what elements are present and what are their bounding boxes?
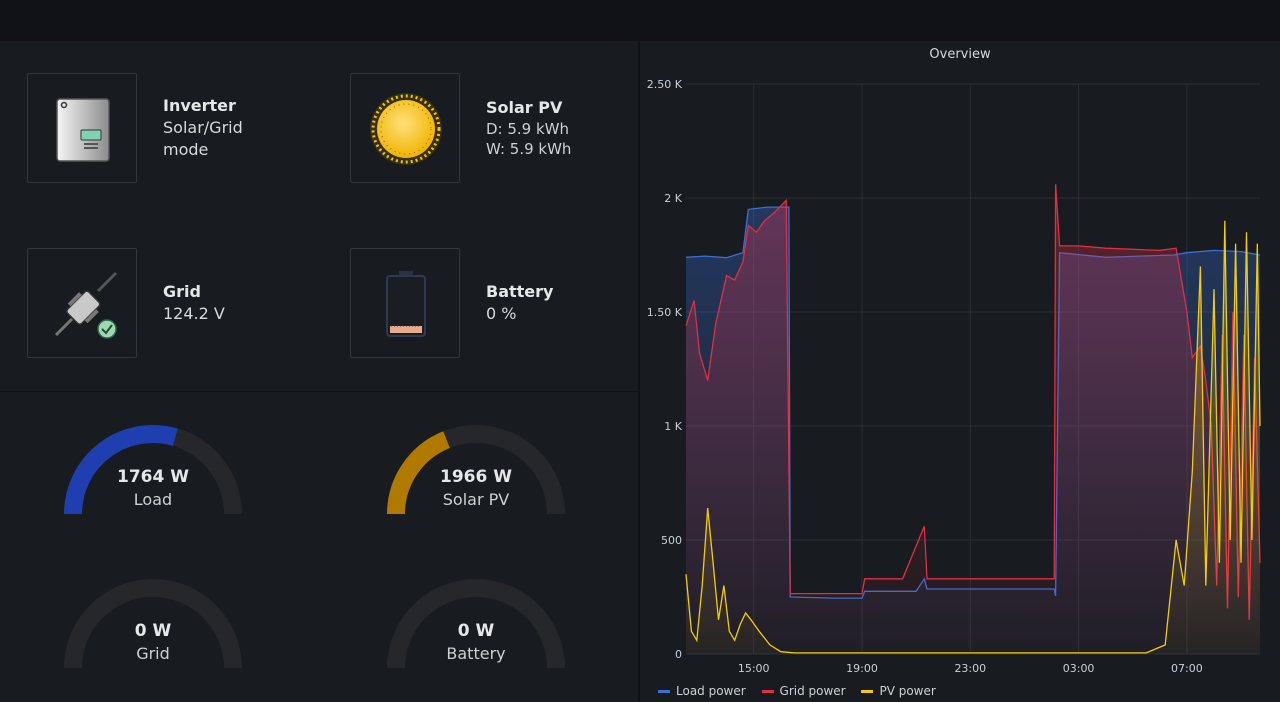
overview-chart[interactable]: 0 500 1 K 1.50 K 2 K 2.50 K 15:00 19:00 23:00 03:…	[640, 41, 1280, 681]
y-tick-label: 2.50 K	[647, 78, 683, 91]
legend-pv-swatch	[861, 690, 874, 693]
grid-voltage: 124.2 V	[163, 304, 225, 323]
x-tick-label: 15:00	[738, 662, 770, 675]
battery-level: 0 %	[486, 304, 517, 323]
y-tick-label: 500	[661, 534, 682, 547]
x-tick-label: 19:00	[846, 662, 878, 675]
inverter-mode-line1: Solar/Grid	[163, 118, 243, 137]
gauge-fill	[387, 431, 451, 515]
solar-gauge-value: 1966 W	[440, 467, 512, 487]
y-tick-label: 0	[675, 648, 682, 661]
solar-tile	[350, 73, 460, 183]
legend-load-swatch	[658, 690, 670, 693]
legend-load-label: Load power	[676, 684, 746, 698]
x-tick-label: 03:00	[1063, 662, 1095, 675]
load-gauge-label: Load	[133, 490, 173, 509]
battery-title: Battery	[486, 282, 554, 301]
chart-title[interactable]: Overview	[929, 47, 991, 62]
inverter-title: Inverter	[163, 96, 236, 115]
legend-load[interactable]: Load power	[658, 684, 746, 698]
solar-daily-energy: D: 5.9 kWh	[486, 120, 570, 138]
gauge-track	[387, 579, 565, 669]
battery-gauge-label: Battery	[446, 644, 506, 663]
gauges-svg	[64, 425, 565, 669]
legend-grid-label: Grid power	[779, 684, 846, 698]
legend-grid[interactable]: Grid power	[761, 684, 846, 698]
battery-tile	[350, 248, 460, 358]
y-tick-label: 1.50 K	[647, 306, 683, 319]
solar-weekly-energy: W: 5.9 kWh	[486, 140, 572, 158]
battery-icon	[386, 271, 426, 337]
x-tick-label: 07:00	[1171, 662, 1203, 675]
legend-pv-label: PV power	[879, 684, 936, 698]
y-tick-label: 2 K	[664, 192, 682, 205]
solar-title: Solar PV	[486, 98, 563, 117]
status-panel: Inverter Solar/Grid mode Solar PV D: 5.9…	[0, 41, 638, 391]
chart-legend: Load power Grid power PV power	[658, 684, 948, 698]
x-tick-label: 23:00	[954, 662, 986, 675]
inverter-mode-line2: mode	[163, 140, 209, 159]
battery-gauge-value: 0 W	[457, 621, 495, 641]
gauges-panel: 1764 W Load 1966 W Solar PV 0 W Grid 0 W…	[0, 392, 638, 702]
top-bar	[0, 0, 1280, 40]
plug-check-icon	[54, 271, 118, 339]
series-line[interactable]	[685, 220, 1261, 654]
grid-gauge-value: 0 W	[134, 621, 172, 641]
overview-panel: Overview 0 500 1 K 1.50 K 2 K 2.50 K 15:00 19:0…	[640, 41, 1280, 702]
gauge-track	[64, 579, 242, 669]
gauge-fill	[64, 425, 178, 515]
y-tick-label: 1 K	[664, 420, 682, 433]
series-area	[686, 184, 1260, 655]
inverter-icon	[56, 98, 110, 162]
legend-pv[interactable]: PV power	[861, 684, 936, 698]
legend-grid-swatch	[761, 690, 774, 693]
grid-title: Grid	[163, 282, 201, 301]
series-area	[686, 220, 1260, 655]
sun-icon	[370, 93, 442, 165]
load-gauge-value: 1764 W	[117, 467, 189, 487]
solar-gauge-label: Solar PV	[442, 490, 510, 509]
grid-tile	[27, 248, 137, 358]
grid-gauge-label: Grid	[136, 644, 170, 663]
inverter-tile	[27, 73, 137, 183]
